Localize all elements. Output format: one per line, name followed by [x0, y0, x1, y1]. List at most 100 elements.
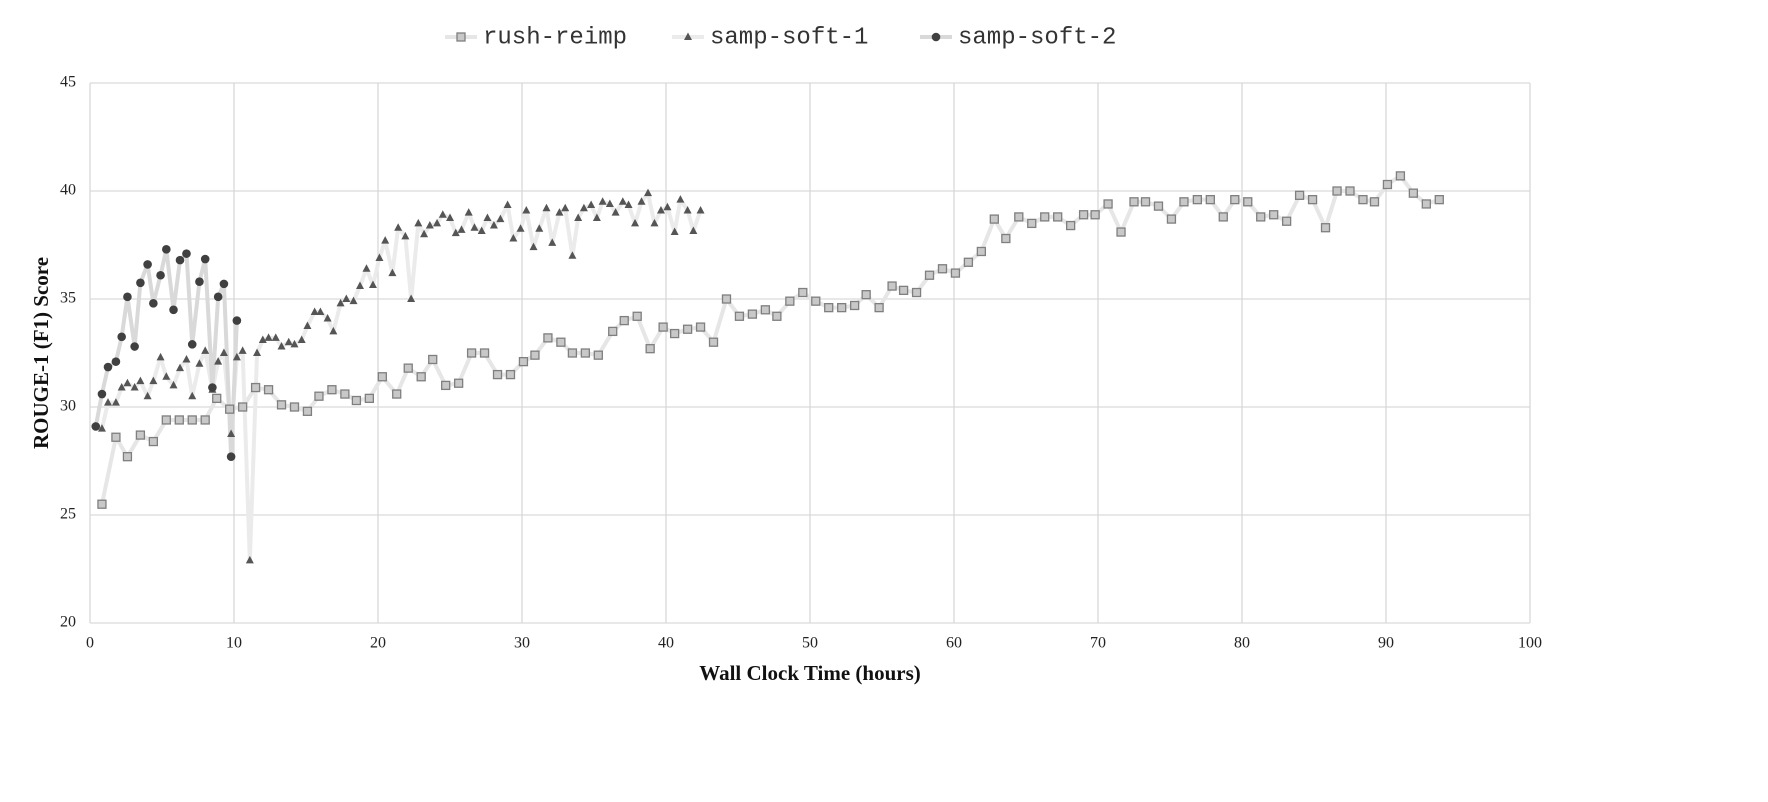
marker — [316, 307, 325, 315]
marker — [149, 299, 158, 308]
x-tick-label: 50 — [802, 635, 818, 652]
marker — [1421, 199, 1431, 209]
marker — [420, 229, 429, 238]
series-line — [99, 173, 1440, 505]
marker — [548, 238, 557, 246]
marker — [97, 424, 106, 432]
marker — [290, 339, 299, 348]
marker — [1395, 171, 1406, 181]
marker — [1408, 188, 1419, 198]
marker — [302, 406, 313, 416]
marker — [329, 326, 338, 335]
marker — [644, 188, 652, 197]
marker — [632, 311, 642, 321]
marker — [226, 452, 236, 461]
marker — [245, 555, 254, 564]
marker — [327, 385, 337, 395]
marker — [162, 245, 171, 254]
marker — [441, 380, 451, 391]
marker — [303, 321, 312, 329]
x-tick-label: 90 — [1378, 635, 1394, 652]
marker — [1269, 210, 1279, 220]
marker — [438, 210, 447, 218]
marker — [676, 195, 685, 203]
marker — [219, 279, 229, 289]
marker — [1014, 212, 1024, 222]
marker — [1179, 197, 1189, 207]
marker — [446, 213, 454, 221]
marker — [176, 363, 184, 372]
marker — [284, 337, 293, 346]
marker — [388, 268, 397, 277]
marker — [232, 316, 242, 325]
marker — [349, 296, 358, 305]
marker — [457, 225, 466, 233]
x-tick-label: 30 — [514, 635, 530, 652]
marker — [375, 253, 384, 261]
marker — [351, 395, 362, 406]
marker — [414, 218, 423, 227]
marker — [721, 294, 732, 304]
marker — [1434, 194, 1444, 205]
marker — [135, 430, 146, 440]
marker — [1382, 179, 1393, 190]
marker — [976, 246, 987, 257]
marker — [1166, 214, 1177, 224]
marker — [174, 415, 184, 425]
marker — [364, 393, 375, 404]
marker — [1065, 220, 1076, 231]
marker — [416, 372, 426, 382]
marker — [849, 300, 860, 311]
marker — [237, 402, 248, 412]
marker — [798, 287, 808, 298]
marker — [161, 415, 171, 425]
marker — [208, 383, 217, 392]
marker — [911, 287, 922, 298]
y-tick-label: 45 — [60, 74, 76, 91]
marker — [227, 429, 236, 437]
marker — [362, 264, 371, 272]
marker — [212, 393, 222, 404]
x-tick-label: 70 — [1090, 635, 1106, 652]
marker — [950, 268, 961, 278]
marker — [340, 389, 350, 399]
marker — [258, 335, 267, 344]
marker — [624, 200, 633, 209]
marker — [143, 260, 152, 269]
marker — [297, 335, 306, 344]
marker — [669, 328, 680, 339]
marker — [214, 357, 223, 365]
marker — [453, 378, 464, 388]
y-tick-label: 40 — [60, 182, 76, 199]
marker — [104, 398, 112, 406]
marker — [323, 313, 332, 322]
marker — [401, 231, 410, 240]
marker — [91, 422, 101, 431]
marker — [760, 305, 771, 315]
marker — [887, 281, 897, 291]
marker — [428, 354, 438, 365]
marker — [464, 208, 473, 216]
marker — [1307, 194, 1318, 205]
marker — [111, 357, 121, 366]
marker — [169, 305, 178, 315]
x-tick-label: 0 — [86, 635, 94, 652]
marker — [188, 391, 197, 400]
marker — [1320, 223, 1331, 233]
marker — [156, 270, 165, 280]
marker — [556, 337, 566, 347]
marker — [225, 404, 235, 414]
marker — [637, 197, 646, 205]
marker — [130, 342, 139, 351]
marker — [505, 369, 516, 380]
marker — [162, 372, 171, 380]
marker — [253, 348, 262, 356]
x-tick-label: 40 — [658, 635, 674, 652]
marker — [156, 352, 165, 361]
marker — [149, 376, 158, 385]
marker — [264, 333, 273, 341]
legend-label: rush-reimp — [483, 24, 627, 51]
marker — [310, 307, 319, 315]
marker — [403, 363, 413, 373]
marker — [503, 200, 512, 209]
